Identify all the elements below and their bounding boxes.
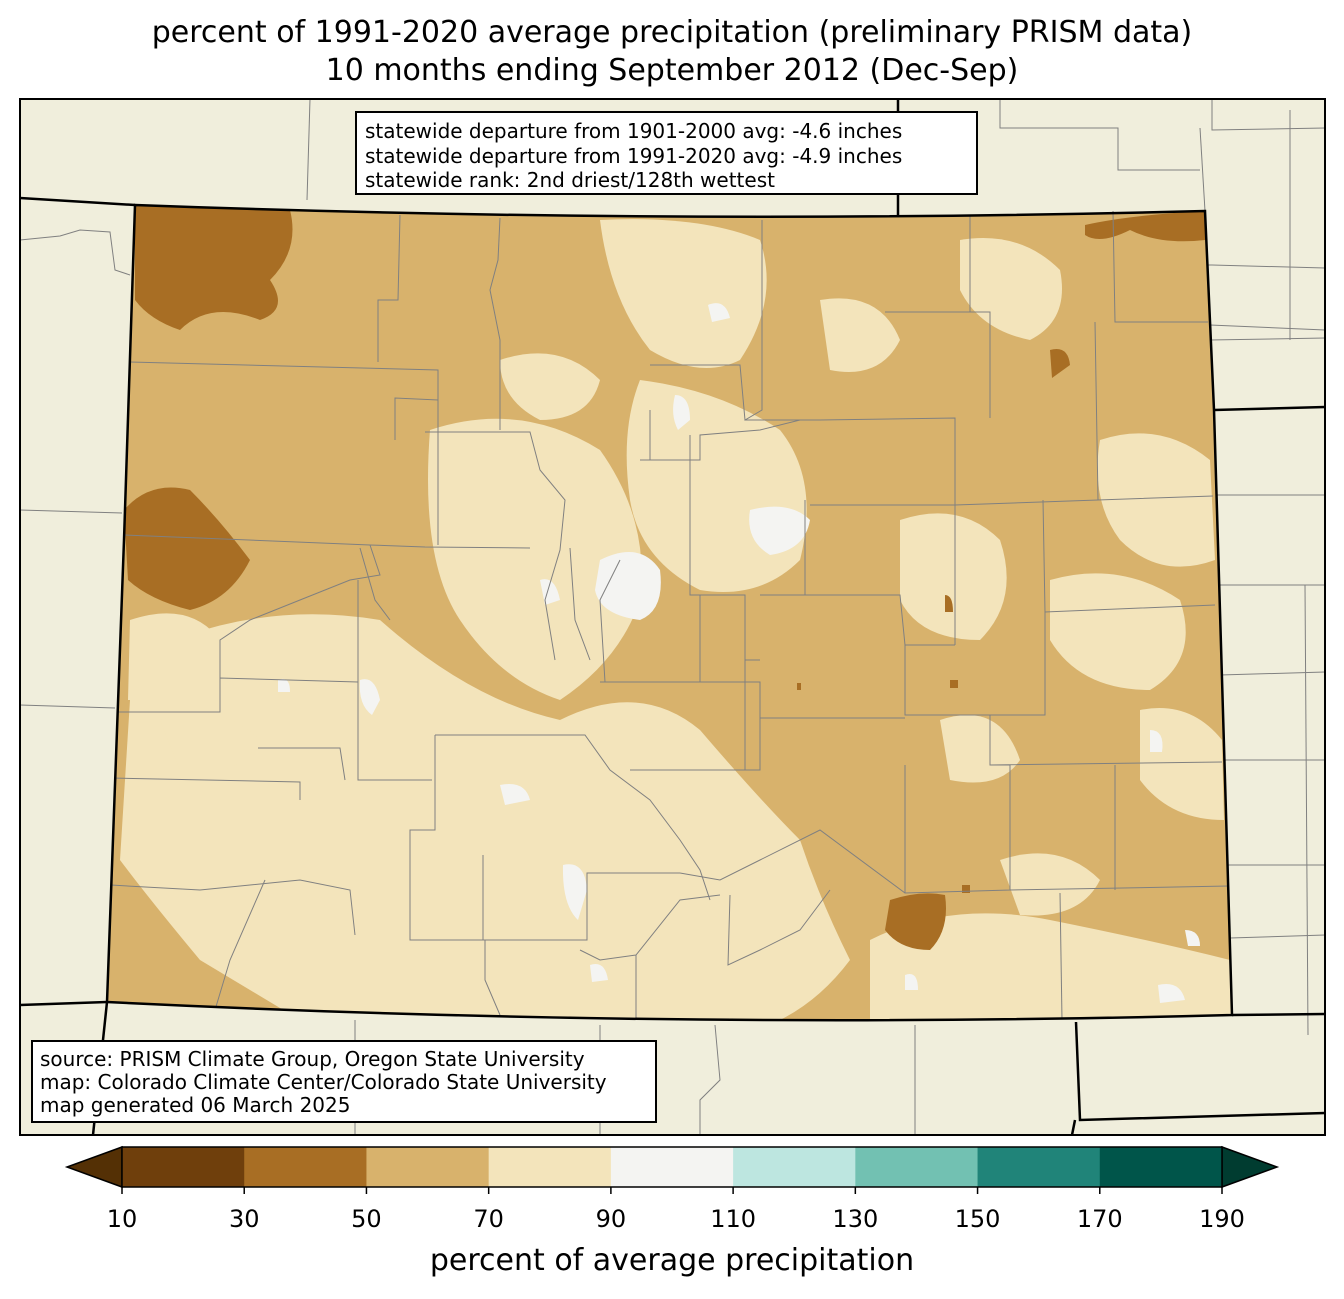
map-title-line2: 10 months ending September 2012 (Dec-Sep… [325,53,1019,88]
stats-departure-1991: statewide departure from 1991-2020 avg: … [365,143,903,168]
colorado-border [105,203,1234,1022]
colorbar-label: percent of average precipitation [429,1243,915,1278]
neighbor-states [20,99,1325,1135]
colorbar-bin-50-70 [366,1147,490,1187]
colorbar-over-extension [1221,1145,1280,1189]
colorbar-tick-label: 130 [832,1205,879,1233]
stats-rank: statewide rank: 2nd driest/128th wettest [365,168,775,192]
source-line: source: PRISM Climate Group, Oregon Stat… [40,1047,585,1071]
map-credit-line: map: Colorado Climate Center/Colorado St… [40,1070,607,1094]
colorbar-under-extension [64,1145,123,1189]
colorado-precip-field [107,205,1232,1021]
colorbar-outline [121,1146,1223,1188]
colorbar-tick-label: 90 [595,1205,627,1233]
colorbar-bin-110-130 [733,1147,856,1187]
colorbar-bin-90-110 [610,1147,734,1187]
map-generated-line: map generated 06 March 2025 [40,1093,351,1117]
map-frame [19,98,1326,1136]
colorbar-bin-170-190 [1099,1147,1223,1187]
neighbor-county-lines [20,99,1325,1135]
stats-departure-1901: statewide departure from 1901-2000 avg: … [365,119,903,143]
colorbar-tick-label: 10 [106,1205,138,1233]
colorbar-tick-label: 150 [954,1205,1001,1233]
source-box: source: PRISM Climate Group, Oregon Stat… [31,1040,657,1123]
colorbar-tick-label: 50 [351,1205,382,1233]
colorbar-tick-label: 110 [710,1205,757,1233]
colorbar-tick-label: 30 [228,1205,260,1233]
colorbar [64,1145,1280,1194]
colorado-county-lines [109,211,1231,1021]
colorbar-tick-label: 70 [473,1205,504,1233]
colorbar-tick-label: 190 [1199,1205,1245,1233]
colorbar-bin-10-30 [122,1147,245,1187]
statewide-stats-box: statewide departure from 1901-2000 avg: … [355,111,978,195]
colorbar-bin-30-50 [244,1147,367,1187]
colorbar-bin-150-170 [977,1147,1101,1187]
colorbar-bin-130-150 [855,1147,979,1187]
colorbar-tick-label: 170 [1076,1205,1123,1233]
colorbar-bin-70-90 [488,1147,612,1187]
map-title-line1: percent of 1991-2020 average precipitati… [151,15,1193,50]
